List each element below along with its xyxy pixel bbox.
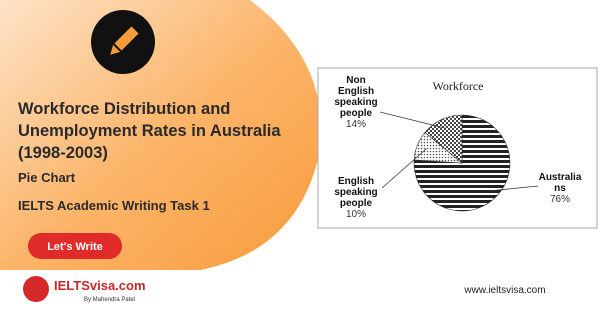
logo-byline: By Mahendra Patel <box>84 297 135 303</box>
leader-line <box>488 185 539 192</box>
value-label: 76% <box>550 194 570 205</box>
leader-line <box>379 111 446 129</box>
subtitle: Pie Chart <box>18 170 76 185</box>
lets-write-button[interactable]: Let's Write <box>28 233 122 259</box>
slice-label: people <box>340 198 373 209</box>
slice-label: Australia <box>539 172 582 183</box>
slice-label: Non <box>346 75 365 86</box>
slice-label: people <box>340 108 373 119</box>
logo-name: IELTSvisa.com <box>54 278 146 293</box>
title-line: Unemployment Rates in Australia <box>18 122 281 140</box>
leader-line <box>381 148 427 189</box>
task: IELTS Academic Writing Task 1 <box>18 198 210 213</box>
slice-label: speaking <box>334 187 377 198</box>
pencil-icon <box>110 26 139 55</box>
slice-label: English <box>338 86 374 97</box>
button-label[interactable]: Let's Write <box>47 241 103 253</box>
slice-label: ns <box>554 183 566 194</box>
website: www.ieltsvisa.com <box>463 285 545 296</box>
orange-panel <box>0 0 322 270</box>
pie-slice <box>424 114 463 164</box>
value-label: 10% <box>346 209 366 220</box>
button-bg[interactable] <box>28 233 122 259</box>
title-line: Workforce Distribution and <box>18 100 230 118</box>
slice-label: speaking <box>334 97 377 108</box>
logo-mark <box>23 276 49 302</box>
value-label: 14% <box>346 119 366 130</box>
title-line: (1998-2003) <box>18 144 108 162</box>
chart-title: Workforce <box>432 79 483 93</box>
slice-label: English <box>338 176 374 187</box>
pie: NonEnglishspeakingpeople14%Englishspeaki… <box>334 75 582 220</box>
